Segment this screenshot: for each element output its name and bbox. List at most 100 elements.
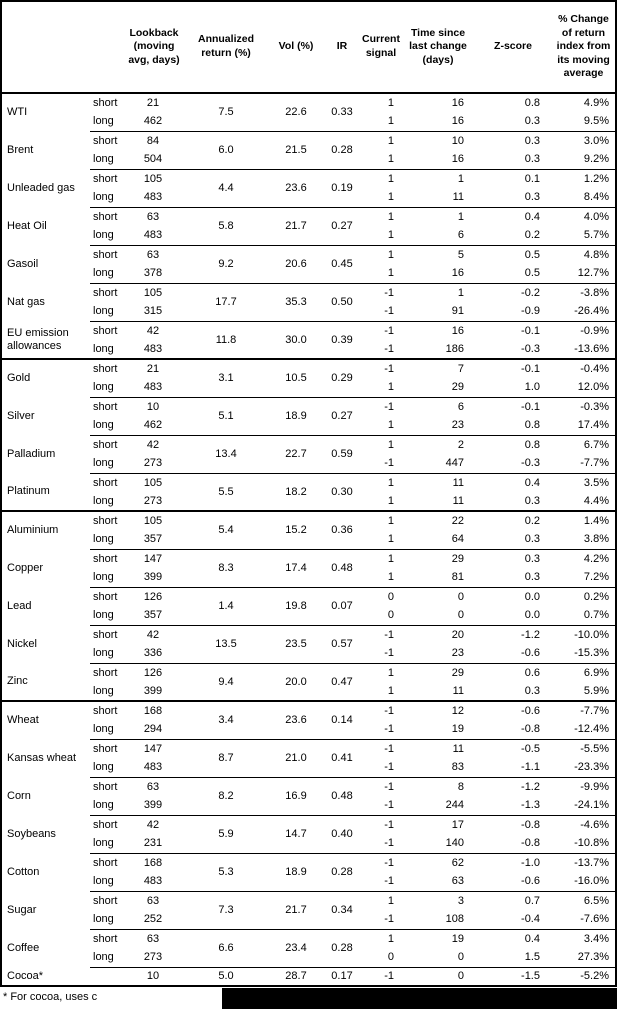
current-signal-cell: 0 <box>387 609 394 622</box>
current-signal-cell: 1 <box>360 548 402 568</box>
table-row: long 483 -1 63 -0.6 -16.0% <box>2 872 615 891</box>
table-row: Coffee short 63 6.6 23.4 0.28 1 19 0.4 3.4% <box>2 928 615 967</box>
current-signal-cell: -1 <box>360 320 402 340</box>
time-since-change-cell: 64 <box>451 533 464 546</box>
pct-change-cell: 9.2% <box>583 153 609 166</box>
table-row: long 483 1 11 0.3 8.4% <box>2 188 615 207</box>
momentum-signals-table: Lookback (moving avg, days) Annualized r… <box>2 2 615 987</box>
table-row: long 504 1 16 0.3 9.2% <box>2 150 615 169</box>
position-cell: short <box>90 548 124 568</box>
pct-change-cell: -23.3% <box>574 761 609 774</box>
table-row: long 273 1 11 0.3 4.4% <box>2 492 615 511</box>
z-score-cell: -1.2 <box>474 624 552 644</box>
vol-cell: 19.8 <box>268 586 324 625</box>
lookback-cell: 483 <box>143 381 163 394</box>
position-cell: short <box>90 738 124 758</box>
current-signal-cell: -1 <box>384 457 394 470</box>
ir-cell: 0.29 <box>324 358 360 397</box>
time-since-change-cell: 140 <box>445 837 464 850</box>
current-signal-cell: 1 <box>360 130 402 150</box>
position-cell: long <box>93 761 114 774</box>
commodity-name-cell: WTI <box>7 106 28 119</box>
vol-cell: 21.7 <box>268 206 324 245</box>
z-score-cell: -0.8 <box>521 723 540 736</box>
commodity-name-cell: Coffee <box>7 941 40 954</box>
ir-cell: 0.33 <box>324 92 360 131</box>
pct-change-cell: -0.9% <box>552 320 615 340</box>
pct-change-cell: -7.7% <box>580 457 609 470</box>
position-cell: long <box>93 419 114 432</box>
position-cell: long <box>93 571 114 584</box>
table-row: Sugar short 63 7.3 21.7 0.34 1 3 0.7 6.5% <box>2 890 615 929</box>
z-score-cell: 0.2 <box>474 510 552 530</box>
lookback-cell: 126 <box>124 586 184 606</box>
current-signal-cell: 1 <box>360 928 402 948</box>
commodity-name-cell: Soybeans <box>7 827 56 840</box>
current-signal-cell: 1 <box>360 434 402 454</box>
commodity-name-cell: Aluminium <box>2 510 90 549</box>
lookback-cell: 63 <box>124 776 184 796</box>
commodity-name-cell: Nickel <box>7 637 37 650</box>
z-score-cell: 0.3 <box>524 191 540 204</box>
z-score-cell: -1.0 <box>474 852 552 872</box>
annualized-return-cell: 13.4 <box>184 434 268 473</box>
ir-cell: 0.41 <box>324 738 360 777</box>
position-cell: long <box>93 875 114 888</box>
vol-cell: 35.3 <box>268 282 324 321</box>
commodity-name-cell: Wheat <box>2 700 90 739</box>
pct-change-cell: 0.2% <box>552 586 615 606</box>
position-cell: short <box>90 700 124 720</box>
lookback-cell: 105 <box>124 472 184 492</box>
ir-cell: 0.59 <box>324 434 360 473</box>
position-cell: short <box>90 244 124 264</box>
time-since-change-cell: 83 <box>451 761 464 774</box>
time-since-change-cell: 5 <box>402 244 474 264</box>
time-since-change-cell: 0 <box>402 966 474 987</box>
vol-cell: 18.2 <box>268 472 324 511</box>
time-since-change-cell: 11 <box>452 685 464 697</box>
pct-change-cell: -5.5% <box>552 738 615 758</box>
pct-change-cell: 4.2% <box>552 548 615 568</box>
z-score-cell: 0.8 <box>474 434 552 454</box>
ir-cell: 0.28 <box>324 852 360 891</box>
pct-change-cell: 12.0% <box>577 381 609 394</box>
current-signal-cell: 1 <box>360 92 402 112</box>
z-score-cell: -0.6 <box>521 647 540 660</box>
z-score-cell: 0.3 <box>524 495 540 507</box>
ir-cell: 0.40 <box>324 814 360 853</box>
position-cell: short <box>90 890 124 910</box>
lookback-cell: 168 <box>124 852 184 872</box>
annualized-return-cell: 5.3 <box>184 852 268 891</box>
position-cell: long <box>93 343 114 355</box>
position-cell: short <box>90 624 124 644</box>
lookback-cell: 21 <box>124 92 184 112</box>
current-signal-cell: 1 <box>387 685 394 697</box>
pct-change-cell: -10.8% <box>574 837 609 850</box>
vol-cell: 21.5 <box>268 130 324 169</box>
lookback-cell: 84 <box>124 130 184 150</box>
commodity-name-cell: Corn <box>7 789 31 802</box>
vol-cell: 30.0 <box>268 320 324 359</box>
z-score-cell: -0.3 <box>521 457 540 470</box>
commodity-name-cell: Cotton <box>7 865 40 878</box>
header-ir: IR <box>324 2 360 94</box>
pct-change-cell: 7.2% <box>583 571 609 584</box>
current-signal-cell: -1 <box>384 647 394 660</box>
z-score-cell: -0.6 <box>521 875 540 888</box>
annualized-return-cell: 9.2 <box>184 244 268 283</box>
annualized-return-cell: 13.5 <box>184 624 268 663</box>
commodity-name-cell: Heat Oil <box>7 219 47 232</box>
annualized-return-cell: 5.9 <box>184 814 268 853</box>
position-cell: short <box>90 130 124 150</box>
position-cell: short <box>90 852 124 872</box>
pct-change-cell: -26.4% <box>574 305 609 318</box>
pct-change-cell: 4.0% <box>552 206 615 226</box>
z-score-cell: -1.5 <box>474 966 552 987</box>
position-cell: short <box>90 814 124 834</box>
current-signal-cell: -1 <box>360 396 402 416</box>
pct-change-cell: 3.5% <box>552 472 615 492</box>
ir-cell: 0.30 <box>324 472 360 511</box>
header-current-signal: Current signal <box>360 2 402 94</box>
position-cell: long <box>93 685 114 697</box>
time-since-change-cell: 29 <box>402 548 474 568</box>
